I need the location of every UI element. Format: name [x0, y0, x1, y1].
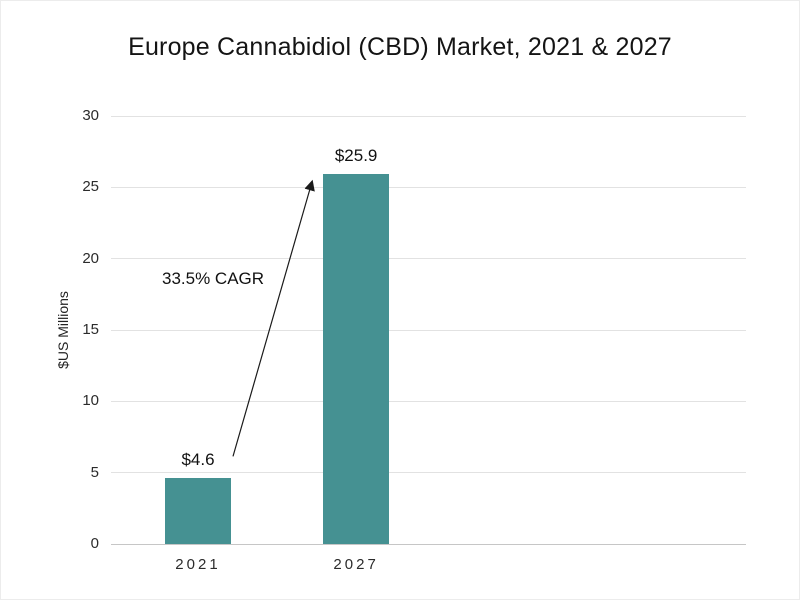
cagr-annotation: 33.5% CAGR — [162, 269, 265, 288]
gridline — [111, 400, 746, 402]
y-tick-label: 20 — [82, 249, 99, 267]
y-tick-label: 5 — [90, 463, 99, 481]
chart-title: Europe Cannabidiol (CBD) Market, 2021 & … — [128, 33, 672, 61]
gridline — [111, 258, 746, 260]
y-tick-label: 30 — [82, 107, 99, 124]
bar-2021 — [164, 478, 231, 544]
gridline — [111, 115, 746, 117]
gridline — [111, 186, 746, 188]
gridline — [111, 329, 746, 331]
x-tick-label: 2027 — [333, 556, 379, 573]
y-tick-label: 25 — [82, 178, 99, 196]
y-tick-label: 15 — [82, 321, 99, 338]
cagr-arrow-line — [232, 179, 315, 457]
gridline — [111, 543, 746, 545]
bar-value-label: $4.6 — [181, 450, 215, 470]
bar-value-label: $25.9 — [334, 146, 378, 166]
bar-2027 — [323, 174, 390, 544]
x-tick-label: 2021 — [175, 556, 221, 573]
y-tick-label: 0 — [90, 535, 99, 552]
y-tick-label: 10 — [82, 392, 99, 410]
gridline — [111, 472, 746, 474]
